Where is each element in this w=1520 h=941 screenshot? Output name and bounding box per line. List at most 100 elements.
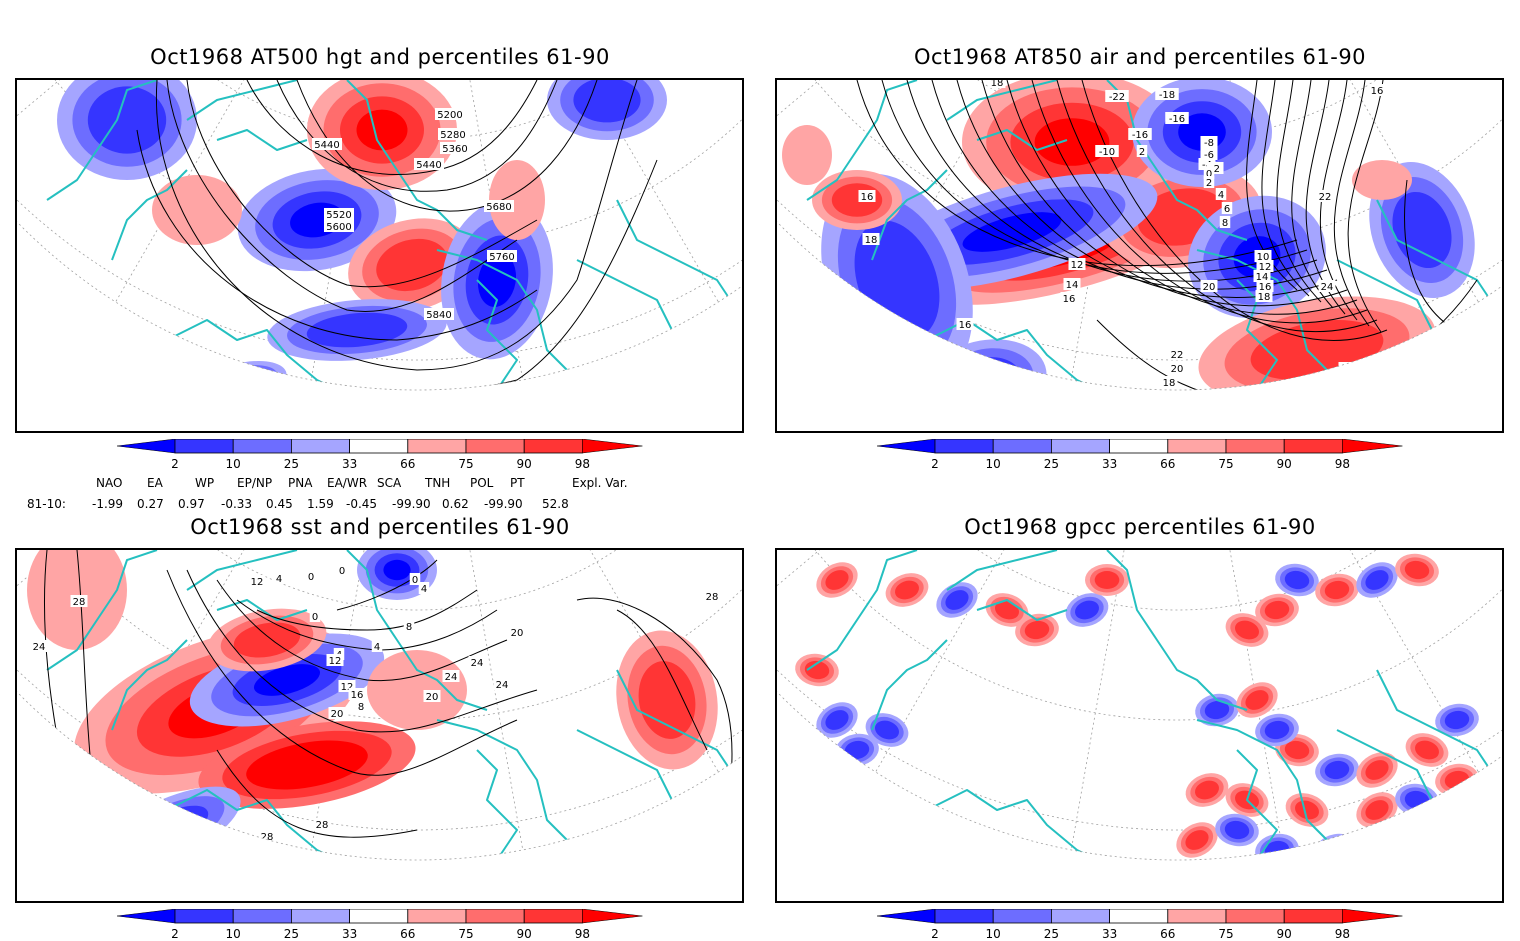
contour-label: 0 <box>308 572 314 583</box>
colorbar-tick-label: 33 <box>341 927 358 941</box>
colorbar-tick-label: 98 <box>574 457 591 471</box>
index-header: PNA <box>288 476 313 490</box>
colorbar-sst: 2 10 25 33 66 75 90 98 <box>115 909 655 941</box>
colorbar-tick-label: 2 <box>931 457 939 471</box>
wet-anomaly <box>1185 773 1229 807</box>
colorbar-tick-label: 33 <box>1101 927 1118 941</box>
contour-label: 24 <box>471 658 484 669</box>
colorbar-tick-label: 98 <box>1334 927 1351 941</box>
contour-label: 16 <box>1259 282 1272 293</box>
index-value: 52.8 <box>542 497 569 511</box>
contour-label: 24 <box>445 672 458 683</box>
dry-anomaly <box>1356 562 1398 598</box>
index-value: -0.45 <box>346 497 378 511</box>
contour-label: 5440 <box>314 140 339 151</box>
dry-anomaly <box>1215 813 1259 847</box>
contour-lines <box>136 80 658 400</box>
index-value: 0.45 <box>266 497 293 511</box>
contour-label: 12 <box>329 656 342 667</box>
colorbar-tick-label: 75 <box>1218 457 1234 471</box>
colorbar-tick-label: 2 <box>171 927 179 941</box>
dry-anomaly <box>816 702 858 738</box>
contour-label: 28 <box>73 597 86 608</box>
colorbar-tick-label: 66 <box>400 457 416 471</box>
wet-anomaly <box>1356 792 1398 828</box>
wet-anomaly <box>1405 733 1449 767</box>
colorbar-segment <box>523 909 583 924</box>
index-value: 1.59 <box>307 497 334 511</box>
wet-anomaly <box>816 562 858 598</box>
colorbar-tick-label: 33 <box>1101 457 1118 471</box>
contour-label: 20 <box>426 692 439 703</box>
contour-label: -8 <box>1204 138 1214 149</box>
contour-label: 18 <box>991 80 1004 89</box>
map-panel-air850: -22-18-16-16-102-8-6-4-20246810121416182… <box>775 78 1504 433</box>
contour-label: -10 <box>1099 147 1115 158</box>
wet-anomaly <box>1315 573 1359 607</box>
index-header: POL <box>470 476 494 490</box>
panel-title-hgt500: Oct1968 AT500 hgt and percentiles 61-90 <box>150 45 610 69</box>
contour-label: 18 <box>1163 378 1176 389</box>
contour-label: 0 <box>312 612 318 623</box>
contour-label: 24 <box>33 642 46 653</box>
contour-label: 5280 <box>440 130 465 141</box>
contour-label: 16 <box>959 320 972 331</box>
colorbar-air850: 2 10 25 33 66 75 90 98 <box>875 439 1415 471</box>
contour-label: 16 <box>1063 294 1076 305</box>
colorbar-tick-label: 75 <box>458 457 474 471</box>
colorbar-tick-label: 66 <box>400 927 416 941</box>
colorbar-graphic <box>116 439 643 454</box>
map-panel-sst: 2824124000044488121216202024242024282828 <box>15 548 744 903</box>
colorbar-gpcc: 2 10 25 33 66 75 90 98 <box>875 909 1415 941</box>
contour-label: 18 <box>1258 292 1271 303</box>
colorbar-extend-low <box>876 909 936 924</box>
contour-label: 5440 <box>416 160 441 171</box>
positive-anomaly <box>307 80 457 190</box>
wet-anomaly <box>1085 564 1129 596</box>
colorbar-segment <box>232 439 292 454</box>
positive-anomaly <box>616 630 718 770</box>
contour-label: 5680 <box>486 202 511 213</box>
index-header: Expl. Var. <box>572 476 628 490</box>
dry-anomaly <box>1435 703 1479 737</box>
colorbar-extend-low <box>876 439 936 454</box>
colorbar-segment <box>465 439 525 454</box>
colorbar-tick-label: 98 <box>574 927 591 941</box>
contour-label: 5600 <box>326 222 351 233</box>
colorbar-extend-high <box>1342 439 1403 454</box>
negative-anomaly <box>1132 80 1272 187</box>
negative-anomaly <box>267 299 447 361</box>
projection-boundary <box>17 80 742 431</box>
contour-label: -22 <box>1109 92 1125 103</box>
index-value: -99.90 <box>392 497 431 511</box>
colorbar-segment <box>232 909 292 924</box>
colorbar-segment <box>1167 439 1227 454</box>
dry-anomaly <box>865 713 909 747</box>
dry-anomaly <box>1195 693 1239 727</box>
colorbar-tick-label: 90 <box>516 927 532 941</box>
index-header: EA <box>147 476 163 490</box>
wet-anomaly <box>1285 793 1329 827</box>
index-value: 0.97 <box>178 497 205 511</box>
contour-label: 5760 <box>489 252 514 263</box>
positive-anomaly <box>489 160 545 240</box>
colorbar-extend-low <box>116 909 176 924</box>
index-header: EP/NP <box>237 476 273 490</box>
index-header: NAO <box>96 476 123 490</box>
colorbar-segment <box>1109 439 1169 454</box>
contour-label: 20 <box>331 709 344 720</box>
colorbar-segment <box>1050 909 1110 924</box>
index-header: EA/WR <box>327 476 368 490</box>
contour-label: 12 <box>1071 260 1084 271</box>
colorbar-segment <box>349 909 409 924</box>
positive-anomaly <box>367 650 467 730</box>
colorbar-segment <box>174 909 234 924</box>
contour-label: 22 <box>1171 350 1184 361</box>
contour-label: 24 <box>496 680 509 691</box>
wet-anomaly <box>885 573 929 607</box>
contour-label: 12 <box>251 577 264 588</box>
colorbar-tick-label: 10 <box>225 457 241 471</box>
contour-label: 8 <box>1222 218 1228 229</box>
wet-anomaly <box>1225 613 1269 647</box>
